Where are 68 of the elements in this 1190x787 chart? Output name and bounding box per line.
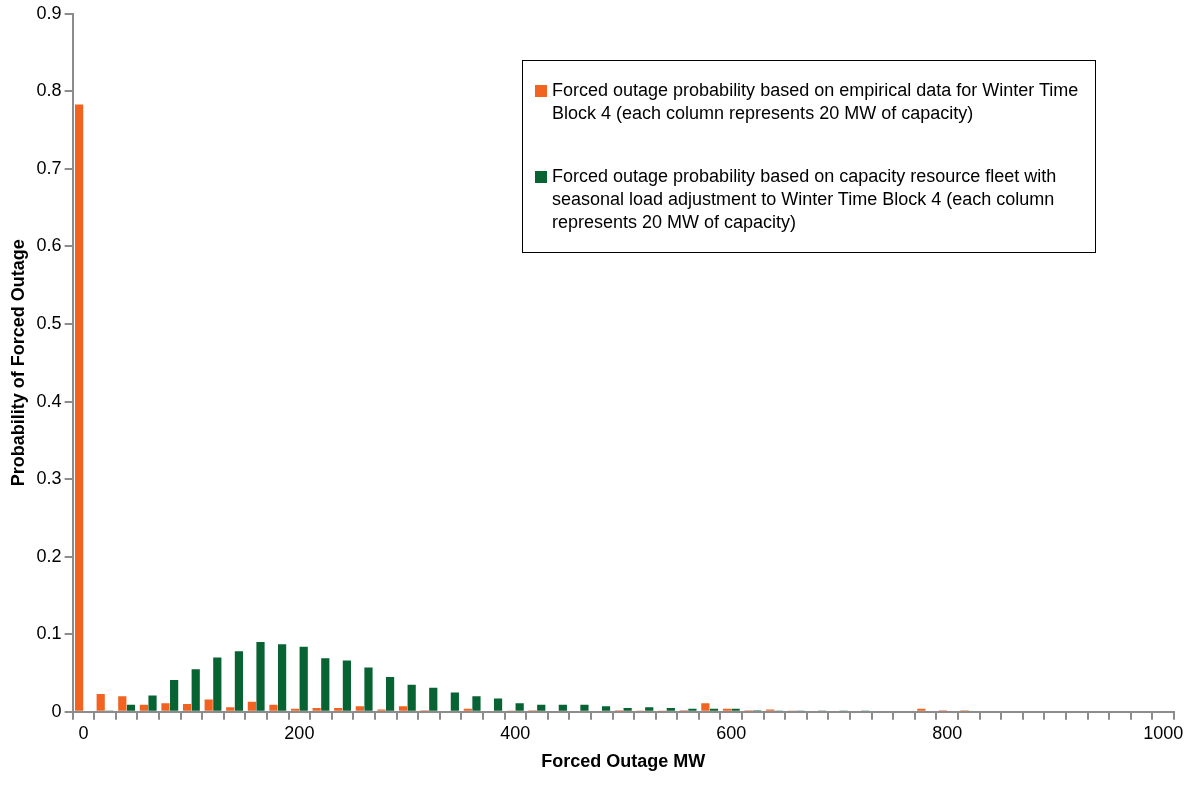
bar xyxy=(731,708,740,711)
bar xyxy=(256,642,265,711)
bar xyxy=(139,704,148,711)
bar xyxy=(321,658,330,711)
x-axis-title: Forced Outage MW xyxy=(541,751,706,772)
bar xyxy=(364,667,373,711)
x-tick-label: 800 xyxy=(932,722,963,743)
bar xyxy=(709,708,719,711)
x-tick-label: 0 xyxy=(78,722,89,743)
bar xyxy=(234,651,244,711)
bar xyxy=(515,703,524,711)
y-tick-label: 0.6 xyxy=(36,235,62,256)
bar xyxy=(493,698,503,711)
bar xyxy=(580,704,589,711)
bar xyxy=(269,704,278,711)
y-tick-label: 0 xyxy=(51,700,62,721)
bar xyxy=(299,646,308,711)
bar xyxy=(429,687,438,711)
bar xyxy=(722,708,732,711)
bar xyxy=(463,708,472,711)
bar xyxy=(290,708,300,711)
y-tick-label: 0.8 xyxy=(36,80,62,101)
bar xyxy=(645,707,654,711)
bar xyxy=(204,699,213,711)
bar xyxy=(213,657,222,711)
y-tick-label: 0.2 xyxy=(36,545,62,566)
bar xyxy=(701,703,710,711)
bar xyxy=(398,706,408,711)
bar xyxy=(182,704,192,711)
bar xyxy=(666,707,675,711)
bar xyxy=(623,707,632,711)
bar xyxy=(601,706,611,711)
bar xyxy=(917,708,926,711)
bar xyxy=(126,704,136,711)
bar xyxy=(334,707,343,711)
bar xyxy=(472,696,481,711)
x-tick-label: 600 xyxy=(716,722,747,743)
y-tick-label: 0.5 xyxy=(36,312,62,333)
y-axis-title: Probability of Forced Outage xyxy=(7,239,28,487)
bar xyxy=(191,669,200,711)
bar xyxy=(278,644,287,711)
bar xyxy=(385,676,395,711)
bar xyxy=(312,707,321,711)
bar xyxy=(96,693,105,711)
bar xyxy=(148,695,157,711)
bar xyxy=(161,703,170,711)
legend-label: Forced outage probability based on capacity resource fleet with seasonal load adjustment to Winter Time Block 4 (each column represents 20 MW of capacity) xyxy=(552,165,1058,234)
bar xyxy=(226,707,235,711)
bar xyxy=(450,692,459,711)
legend-label: Forced outage probability based on empirical data for Winter Time Block 4 (each column represents 20 MW of capacity) xyxy=(552,79,1080,125)
y-tick-label: 0.1 xyxy=(36,623,62,644)
y-tick-label: 0.7 xyxy=(36,157,62,178)
x-tick-label: 400 xyxy=(500,722,531,743)
bar xyxy=(537,704,546,711)
bar xyxy=(407,684,416,711)
bar xyxy=(118,696,127,711)
bar xyxy=(558,704,567,711)
x-tick-label: 1000 xyxy=(1143,722,1184,743)
bar xyxy=(170,680,179,711)
y-tick-label: 0.4 xyxy=(36,390,62,411)
y-tick-label: 0.9 xyxy=(36,2,62,23)
bar xyxy=(75,104,84,711)
bar xyxy=(688,708,697,711)
bar xyxy=(247,701,256,711)
bar xyxy=(355,706,364,711)
x-tick-label: 200 xyxy=(284,722,315,743)
y-tick-label: 0.3 xyxy=(36,468,62,489)
bar xyxy=(342,660,351,711)
